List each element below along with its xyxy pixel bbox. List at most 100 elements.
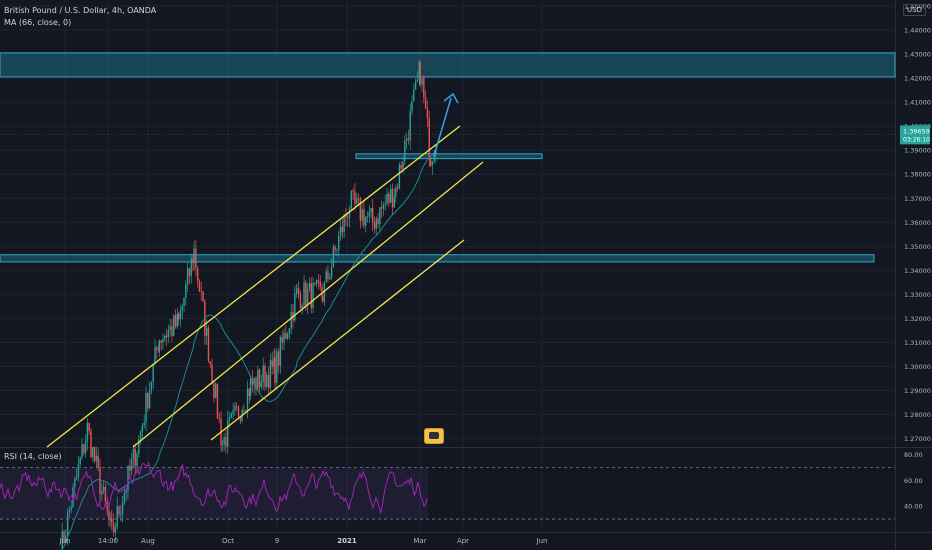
candle-body	[416, 79, 419, 82]
candle-body	[183, 297, 185, 306]
candle-body	[192, 258, 194, 264]
candle-body	[294, 293, 296, 321]
candle-body	[433, 154, 435, 162]
candle-body	[150, 382, 153, 391]
time-tick-label: 2021	[337, 537, 357, 545]
candle-body	[366, 216, 369, 218]
candle-body	[228, 417, 231, 421]
price-tick-label: 1.36000	[904, 219, 931, 227]
candle-body	[251, 378, 254, 385]
candle-body	[371, 208, 374, 223]
candle-body	[65, 535, 67, 542]
candle-body	[257, 369, 259, 390]
candle-body	[305, 282, 307, 306]
candle-body	[171, 326, 173, 336]
candle-body	[411, 101, 413, 112]
price-tick-label: 1.32000	[904, 315, 931, 323]
candle-body	[158, 340, 161, 352]
candle-body	[334, 246, 336, 251]
candle-body	[429, 157, 432, 166]
candle-body	[237, 406, 240, 417]
candle-body	[431, 161, 433, 166]
candle-body	[424, 97, 427, 109]
price-tick-label: 1.27000	[904, 435, 931, 443]
candle-body	[156, 347, 158, 351]
candle-body	[414, 81, 417, 90]
candle-body	[274, 357, 276, 383]
candle-body	[285, 333, 287, 339]
candle-body	[188, 268, 191, 276]
candle-body	[198, 280, 201, 291]
candle-body	[79, 457, 81, 465]
candle-body	[363, 209, 365, 226]
candle-body	[361, 209, 363, 221]
candle-body	[160, 340, 162, 343]
candle-body	[423, 78, 425, 98]
candle-body	[255, 377, 257, 390]
channel-lower-line	[210, 239, 465, 441]
candle-body	[418, 62, 420, 80]
candle-body	[266, 374, 268, 387]
candle-body	[262, 365, 264, 382]
candle-body	[68, 509, 71, 513]
candle-body	[281, 336, 283, 343]
candle-body	[148, 390, 151, 409]
candle-body	[139, 431, 142, 440]
candle-body	[303, 282, 305, 306]
candle-body	[315, 280, 318, 284]
candle-body	[154, 347, 156, 364]
candle-body	[245, 410, 247, 412]
candle-body	[419, 62, 421, 85]
resistance-zone-top	[0, 52, 896, 78]
candle-body	[405, 138, 408, 141]
price-tick-label: 1.43000	[904, 51, 931, 59]
candle-body	[176, 313, 179, 327]
candle-body	[388, 193, 390, 203]
currency-badge[interactable]: USD	[903, 4, 926, 16]
candle-body	[379, 207, 381, 225]
channel-middle-line	[132, 161, 484, 448]
candle-body	[382, 204, 385, 209]
price-axis[interactable]: 1.450001.440001.430001.420001.410001.400…	[904, 3, 931, 444]
time-tick-label: 9	[275, 537, 279, 545]
candle-body	[426, 108, 429, 119]
candle-body	[352, 190, 354, 192]
candle-body	[70, 507, 72, 510]
candle-body	[83, 444, 85, 453]
time-tick-label: Apr	[457, 537, 469, 545]
candle-body	[93, 447, 96, 462]
candle-body	[218, 418, 220, 420]
candle-body	[196, 267, 199, 281]
candles	[61, 60, 437, 550]
candle-body	[341, 226, 344, 233]
candle-body	[106, 501, 108, 511]
candle-body	[357, 198, 360, 200]
candle-body	[407, 138, 410, 141]
candle-body	[338, 236, 340, 250]
candle-body	[205, 327, 208, 336]
candle-body	[375, 218, 377, 229]
candle-body	[127, 465, 129, 491]
candle-body	[365, 216, 367, 226]
price-tick-label: 1.29000	[904, 387, 931, 395]
time-tick-label: Oct	[222, 537, 234, 545]
candle-body	[271, 360, 273, 367]
candle-body	[380, 207, 383, 209]
price-tick-label: 1.37000	[904, 195, 931, 203]
candle-body	[306, 288, 309, 306]
ma-indicator-label: MA (66, close, 0)	[4, 18, 72, 27]
time-axis[interactable]: Jun 14:00 Aug Oct 9 2021 Mar Apr Jun	[59, 537, 548, 545]
candle-body	[404, 140, 406, 162]
price-tick-label: 1.39000	[904, 147, 931, 155]
candle-body	[209, 361, 211, 364]
candle-body	[329, 277, 331, 280]
price-tick-label: 1.38000	[904, 171, 931, 179]
candle-body	[97, 455, 99, 467]
candle-body	[350, 190, 353, 209]
candle-body	[129, 465, 131, 471]
candle-body	[141, 425, 144, 432]
candle-body	[368, 211, 371, 217]
candle-body	[138, 439, 140, 454]
candle-body	[177, 313, 180, 320]
